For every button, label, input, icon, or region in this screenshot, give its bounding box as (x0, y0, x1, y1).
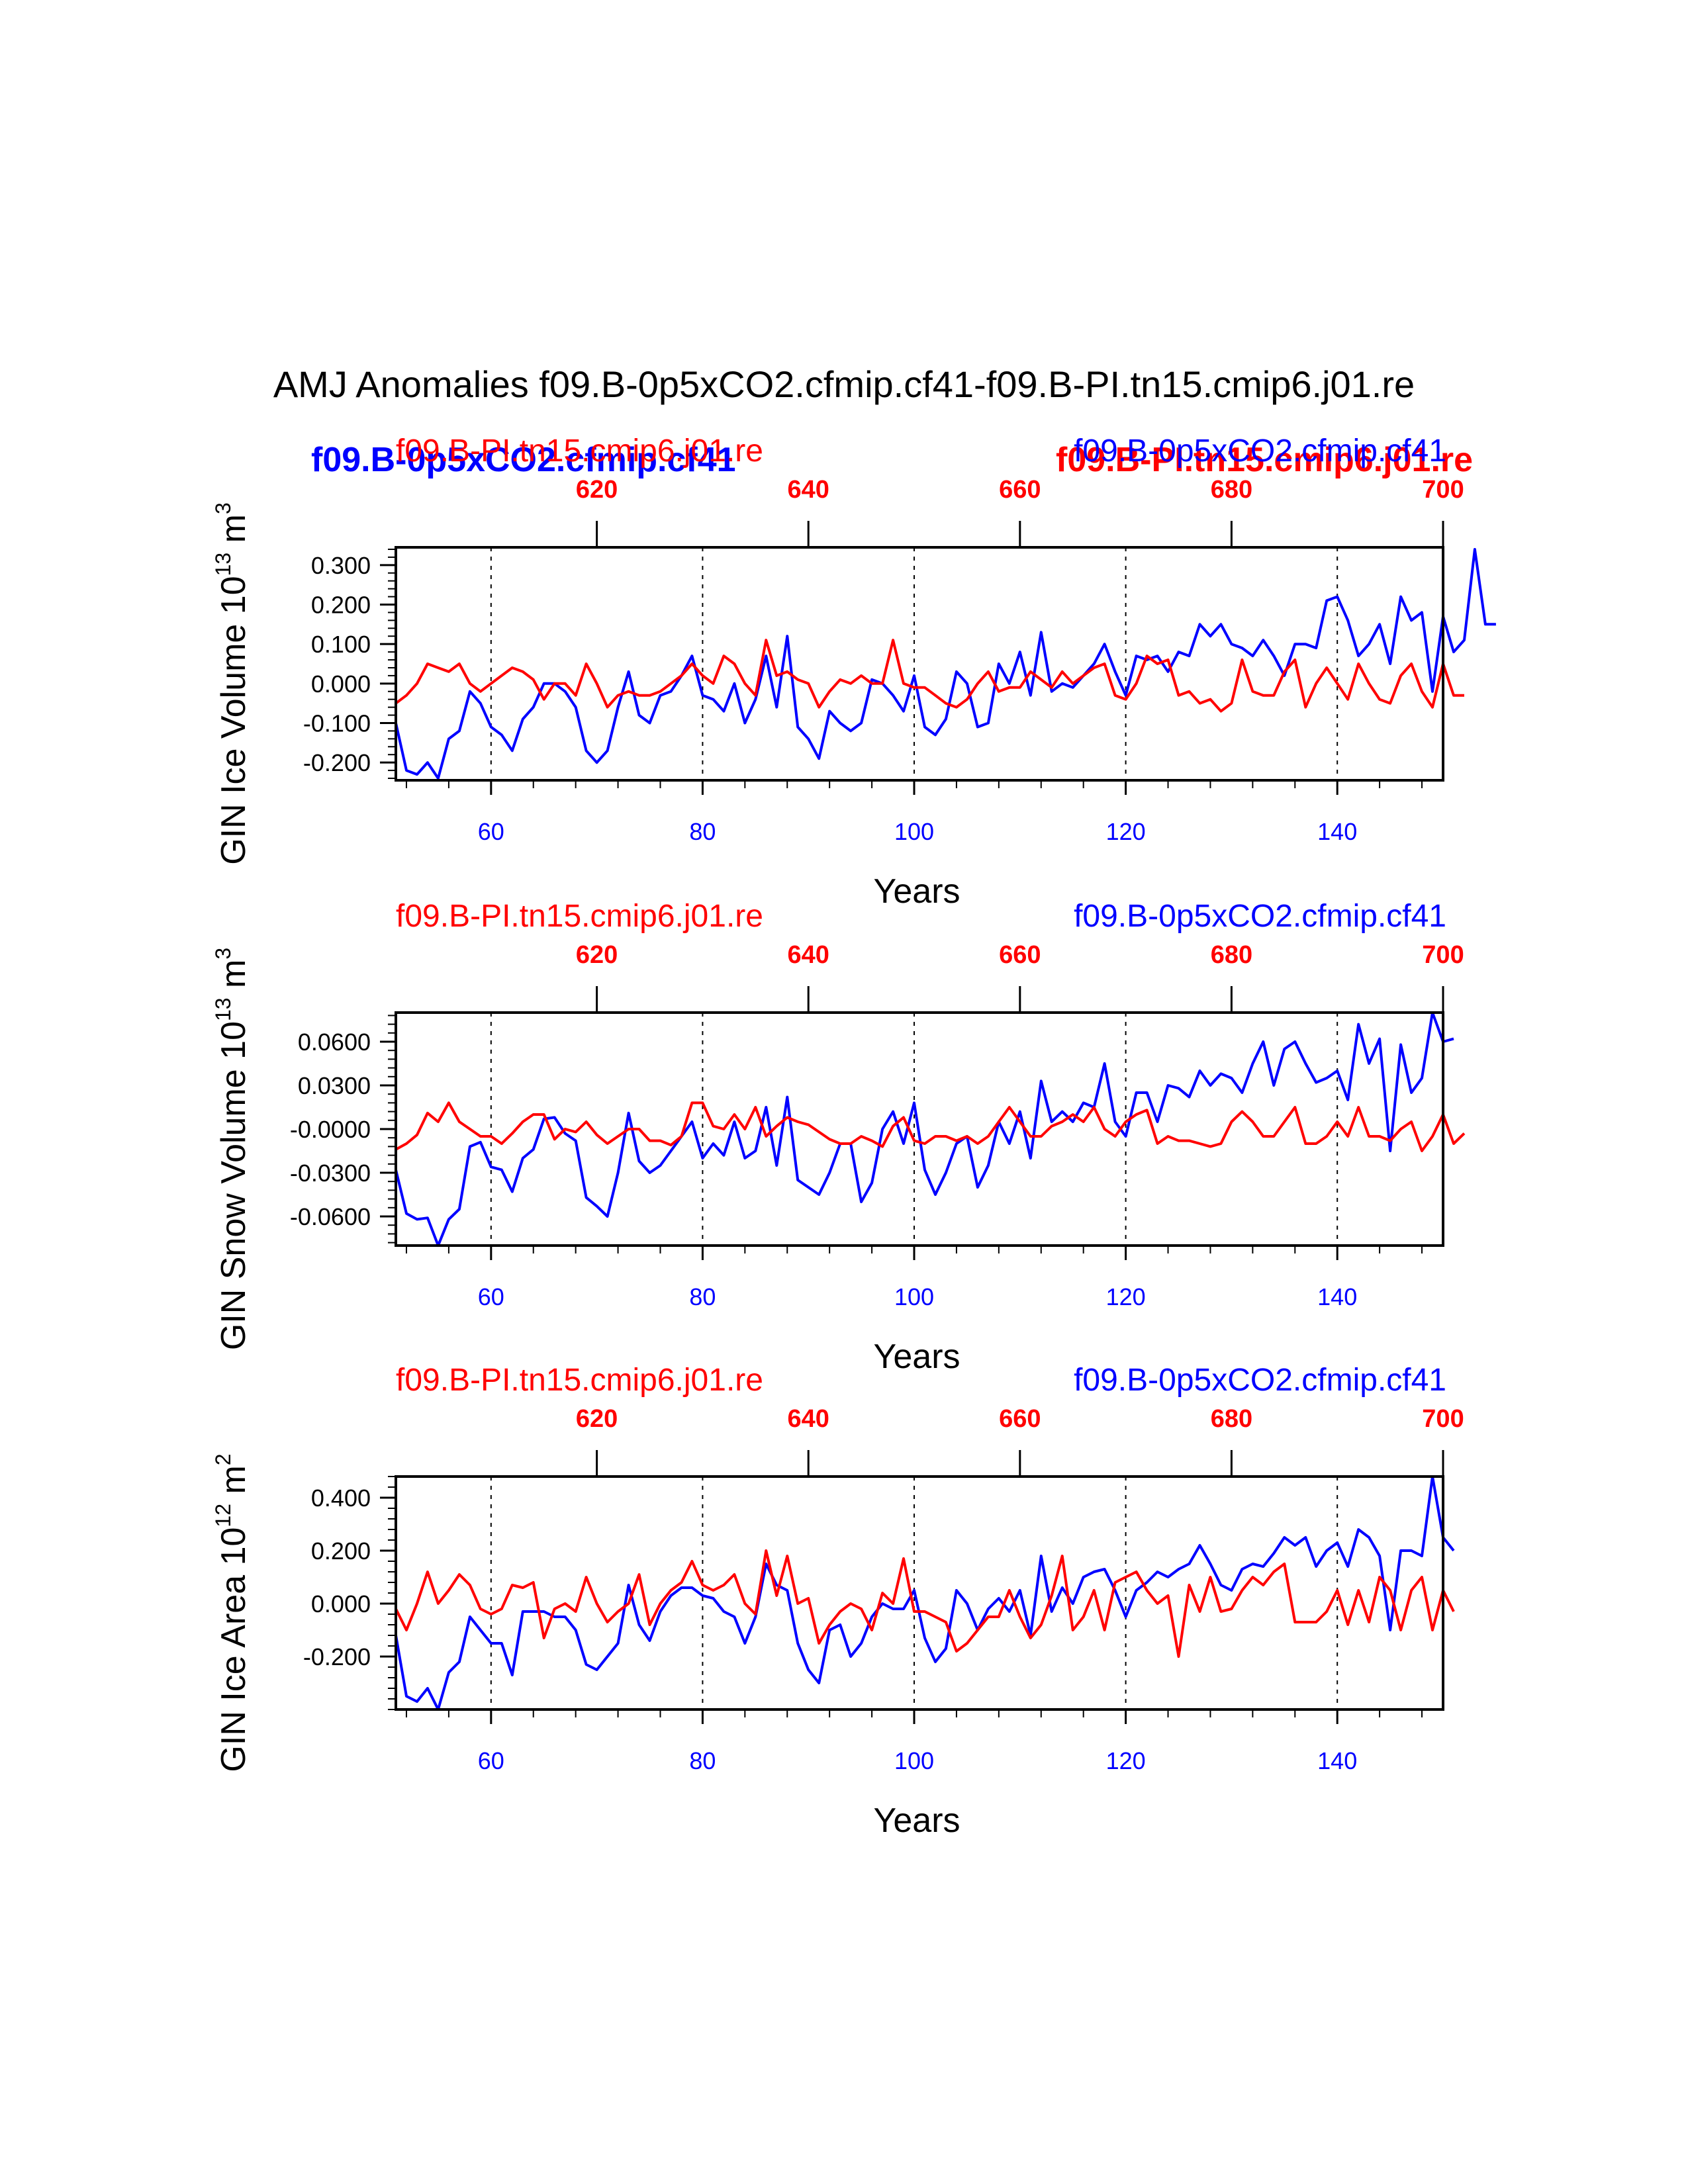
y-axis-title-part: 3 (211, 502, 235, 514)
top-right-run-label: f09.B-0p5xCO2.cfmip.cf41 (1074, 433, 1446, 469)
top-right-run-label: f09.B-0p5xCO2.cfmip.cf41 (1074, 1363, 1446, 1398)
panel-2: f09.B-PI.tn15.cmip6.j01.re f09.B-0p5xCO2.… (211, 899, 1466, 1376)
legend-red-bold: f09.B-PI.tn15.cmip6.j01.re (1056, 441, 1473, 479)
top-left-run-label: f09.B-PI.tn15.cmip6.j01.re (396, 899, 763, 934)
plot-frame (395, 546, 1444, 782)
y-tick-label: -0.0600 (290, 1203, 371, 1230)
panel-1: f09.B-PI.tn15.cmip6.j01.re f09.B-0p5xCO2.… (211, 433, 1496, 911)
top-tick-label: 700 (1422, 1405, 1464, 1433)
top-left-run-label: f09.B-PI.tn15.cmip6.j01.re (396, 1363, 763, 1398)
bottom-tick-label: 140 (1317, 818, 1357, 845)
y-tick-label: 0.200 (311, 1537, 371, 1565)
y-tick-label: 0.0300 (298, 1072, 371, 1099)
y-tick-label: 0.000 (311, 670, 371, 698)
series-line-blue (395, 1011, 1454, 1247)
bottom-tick-label: 140 (1317, 1283, 1357, 1310)
series-line-blue (395, 1475, 1455, 1711)
y-tick-label: -0.200 (303, 749, 371, 776)
x-axis-title: Years (873, 1801, 960, 1840)
top-tick-label: 620 (576, 476, 618, 504)
top-tick-label: 660 (999, 1405, 1041, 1433)
bottom-tick-label: 60 (478, 1283, 504, 1310)
y-tick-label: 0.200 (311, 592, 371, 619)
top-tick-label: 640 (788, 1405, 829, 1433)
bottom-tick-label: 120 (1106, 1283, 1146, 1310)
y-axis-title-part: GIN Ice Volume 10 (214, 576, 253, 864)
bottom-tick-label: 120 (1106, 1747, 1146, 1774)
top-left-run-label: f09.B-PI.tn15.cmip6.j01.re (396, 433, 763, 469)
top-tick-label: 640 (788, 941, 829, 969)
y-axis-title-part: GIN Snow Volume 10 (214, 1021, 253, 1350)
page-title: AMJ Anomalies f09.B-0p5xCO2.cfmip.cf41-f… (273, 363, 1415, 405)
series-line-red (395, 1549, 1455, 1658)
top-tick-label: 640 (788, 476, 829, 504)
y-tick-label: -0.100 (303, 709, 371, 737)
bottom-tick-label: 120 (1106, 818, 1146, 845)
top-tick-label: 700 (1422, 941, 1464, 969)
series-line-red (395, 639, 1464, 713)
y-tick-label: -0.0300 (290, 1160, 371, 1187)
y-axis-title: GIN Ice Area 1012 m2 (211, 1453, 253, 1772)
top-right-run-label: f09.B-0p5xCO2.cfmip.cf41 (1074, 899, 1446, 934)
y-axis-title-part: 2 (211, 1453, 235, 1465)
x-axis-title: Years (873, 1338, 960, 1376)
y-axis-title-part: 3 (211, 948, 235, 960)
top-tick-label: 680 (1211, 941, 1252, 969)
bottom-tick-label: 80 (689, 1283, 716, 1310)
legend-blue-bold: f09.B-0p5xCO2.cfmip.cf41 (311, 441, 736, 479)
y-tick-label: 0.300 (311, 552, 371, 579)
top-tick-label: 660 (999, 476, 1041, 504)
y-tick-label: 0.400 (311, 1484, 371, 1512)
top-tick-label: 620 (576, 941, 618, 969)
series-line-blue (395, 548, 1496, 780)
bottom-tick-label: 80 (689, 818, 716, 845)
y-tick-label: 0.100 (311, 631, 371, 658)
y-tick-label: -0.200 (303, 1643, 371, 1670)
y-axis-title: GIN Snow Volume 1013 m3 (211, 948, 253, 1350)
x-axis-title: Years (873, 872, 960, 911)
y-axis-title-part: m (214, 960, 253, 998)
top-tick-label: 680 (1211, 476, 1252, 504)
y-axis-title-part: 13 (211, 553, 235, 576)
bottom-tick-label: 100 (894, 1747, 934, 1774)
top-tick-label: 680 (1211, 1405, 1252, 1433)
bottom-tick-label: 140 (1317, 1747, 1357, 1774)
y-axis-title-part: 12 (211, 1504, 235, 1527)
y-axis-title-part: 13 (211, 997, 235, 1021)
y-axis-title: GIN Ice Volume 1013 m3 (211, 502, 253, 865)
y-tick-label: 0.0600 (298, 1028, 371, 1056)
bottom-tick-label: 60 (478, 818, 504, 845)
y-axis-title-part: m (214, 514, 253, 553)
series-line-red (395, 1101, 1466, 1152)
y-tick-label: -0.0000 (290, 1116, 371, 1143)
top-tick-label: 700 (1422, 476, 1464, 504)
top-tick-label: 620 (576, 1405, 618, 1433)
y-axis-title-part: m (214, 1465, 253, 1504)
bottom-tick-label: 100 (894, 1283, 934, 1310)
panel-3: f09.B-PI.tn15.cmip6.j01.re f09.B-0p5xCO2.… (211, 1363, 1464, 1840)
top-tick-label: 660 (999, 941, 1041, 969)
bottom-tick-label: 80 (689, 1747, 716, 1774)
bottom-tick-label: 60 (478, 1747, 504, 1774)
bottom-tick-label: 100 (894, 818, 934, 845)
y-axis-title-part: GIN Ice Area 10 (214, 1527, 253, 1772)
y-tick-label: 0.000 (311, 1590, 371, 1617)
